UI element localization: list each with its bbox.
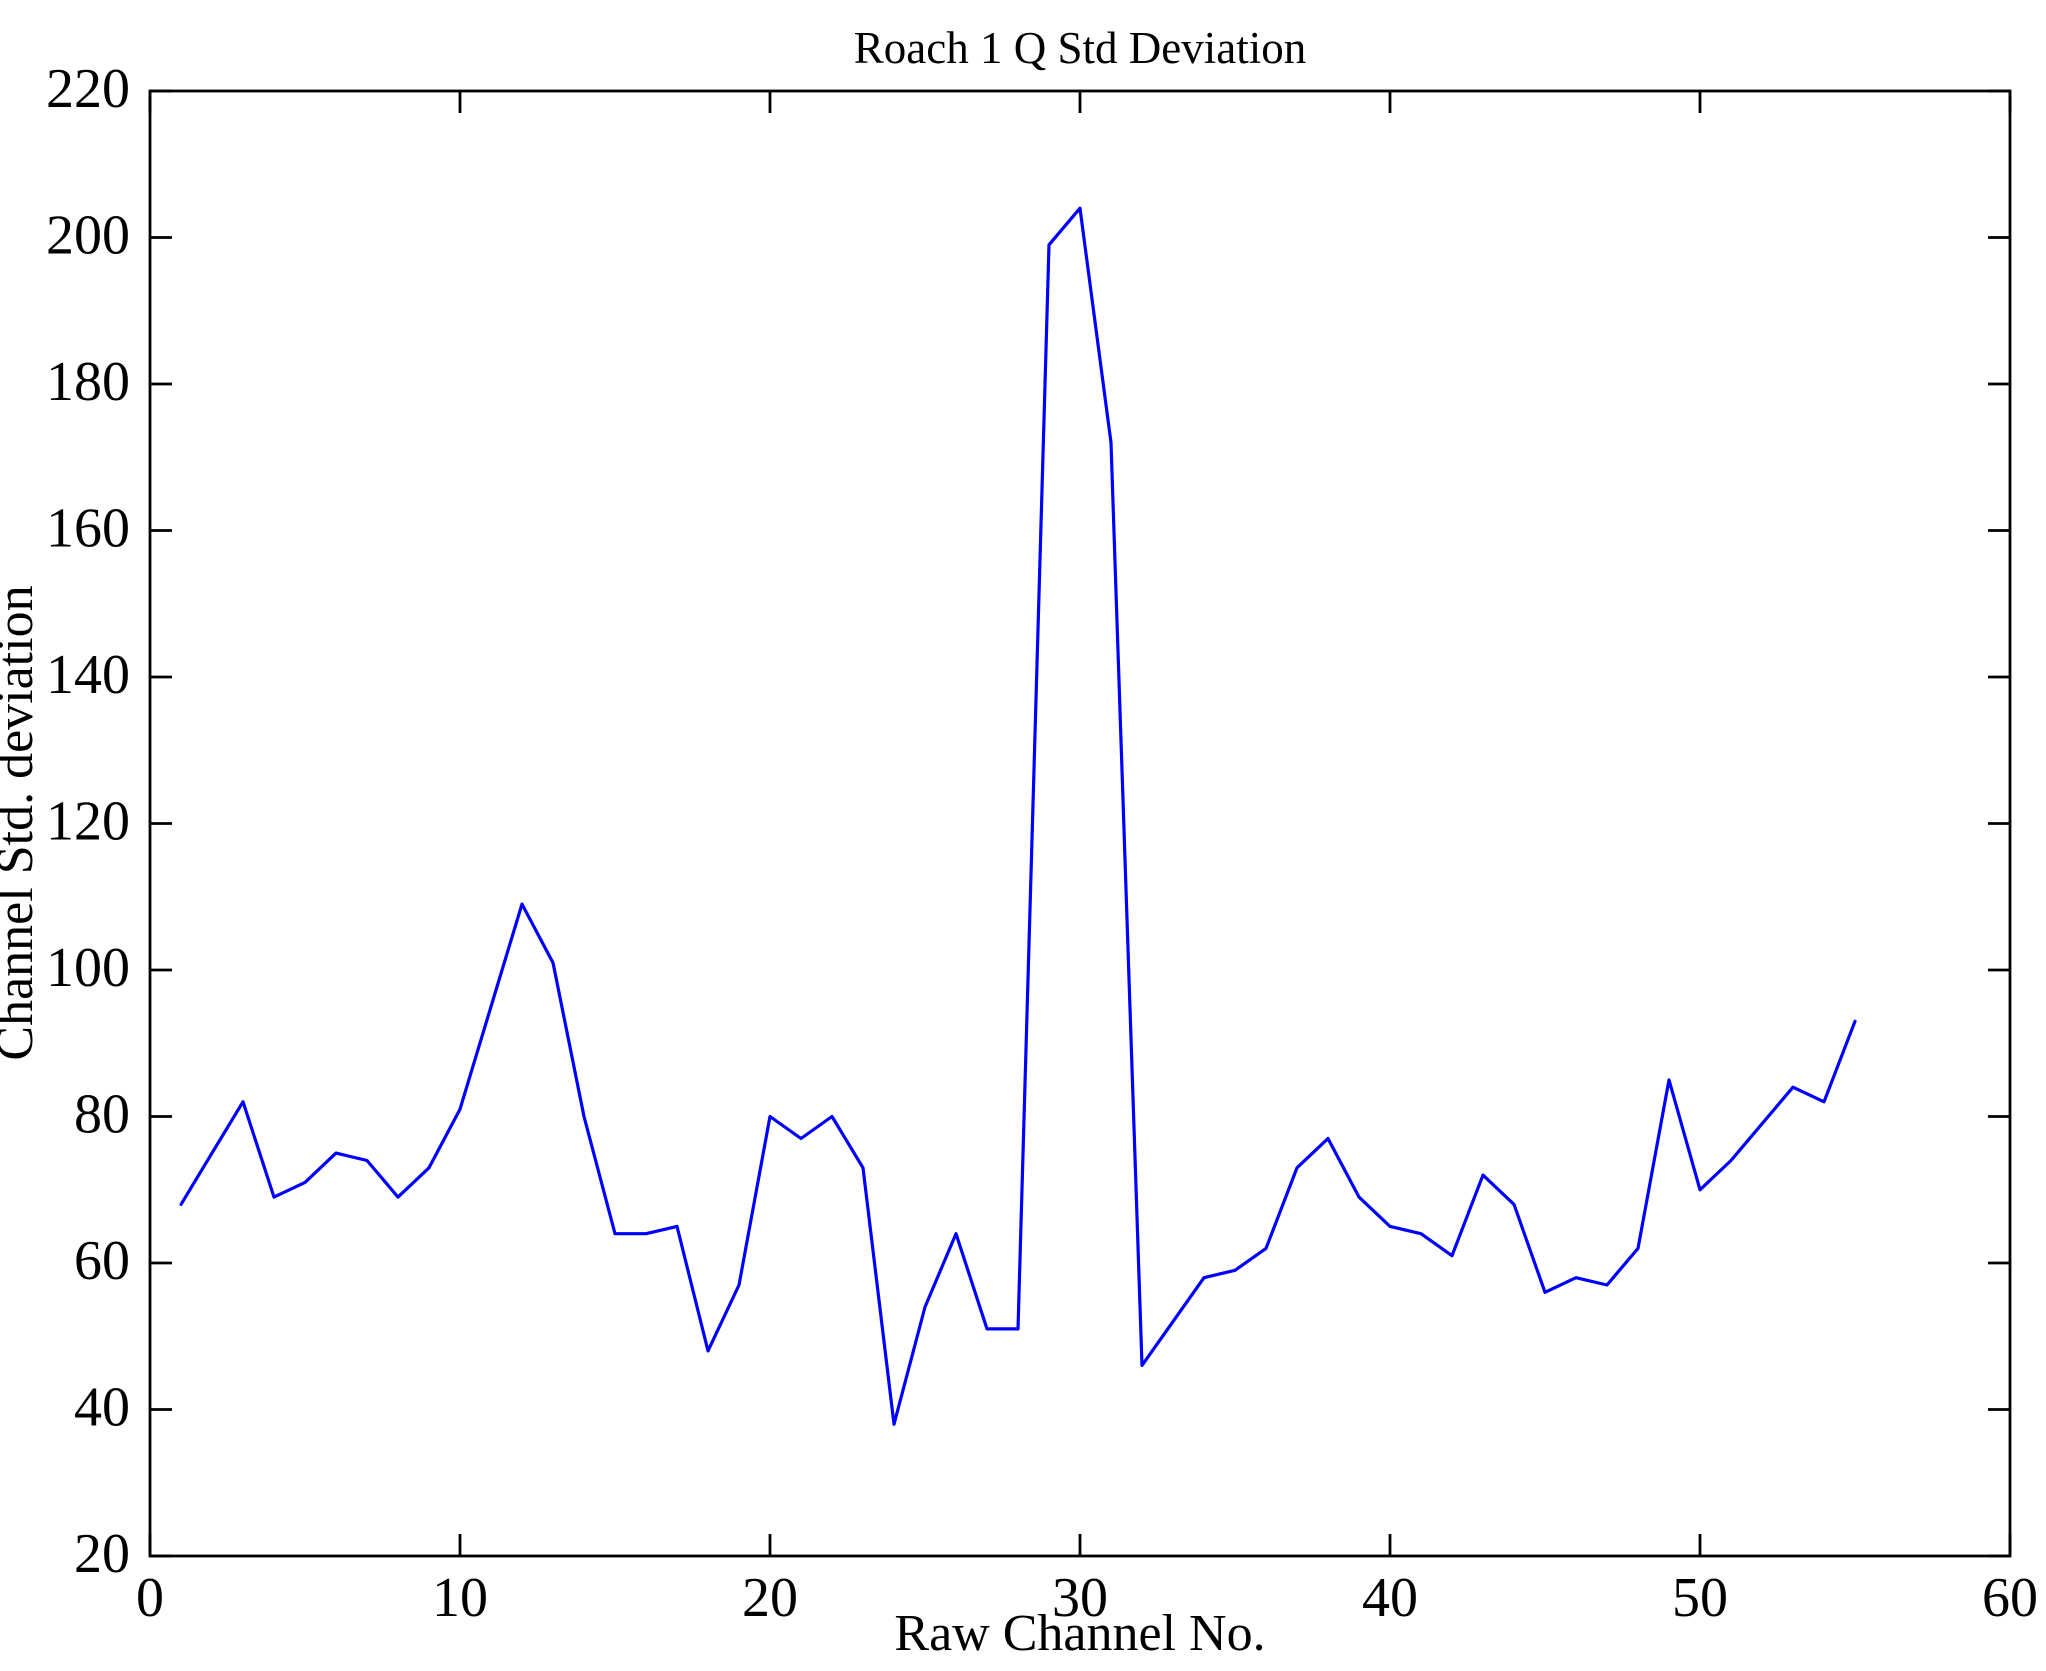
svg-text:40: 40 — [74, 1377, 130, 1439]
svg-text:10: 10 — [432, 1567, 488, 1629]
svg-text:200: 200 — [46, 205, 130, 267]
svg-text:0: 0 — [136, 1567, 164, 1629]
svg-text:80: 80 — [74, 1084, 130, 1146]
svg-text:Roach 1 Q Std Deviation: Roach 1 Q Std Deviation — [854, 23, 1306, 73]
svg-text:40: 40 — [1362, 1567, 1418, 1629]
svg-text:Channel Std. deviation: Channel Std. deviation — [0, 585, 44, 1060]
svg-text:60: 60 — [74, 1230, 130, 1292]
svg-text:220: 220 — [46, 58, 130, 120]
svg-text:20: 20 — [74, 1523, 130, 1585]
svg-text:100: 100 — [46, 937, 130, 999]
svg-text:160: 160 — [46, 498, 130, 560]
svg-text:180: 180 — [46, 351, 130, 413]
svg-text:50: 50 — [1672, 1567, 1728, 1629]
svg-text:140: 140 — [46, 644, 130, 706]
svg-text:120: 120 — [46, 791, 130, 853]
svg-text:20: 20 — [742, 1567, 798, 1629]
svg-text:Raw Channel No.: Raw Channel No. — [894, 1605, 1265, 1662]
svg-text:60: 60 — [1982, 1567, 2038, 1629]
